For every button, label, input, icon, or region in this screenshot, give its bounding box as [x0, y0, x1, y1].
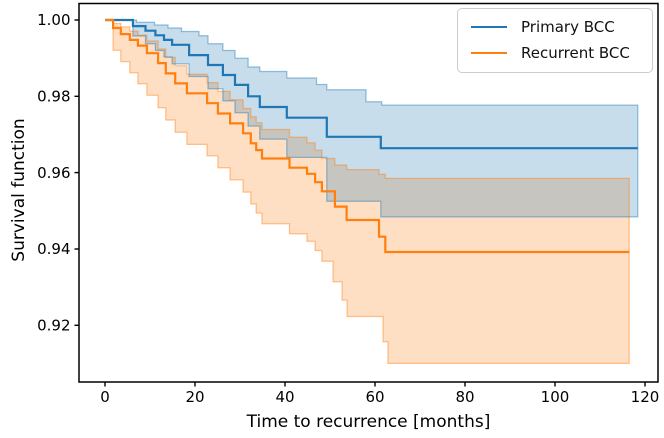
x-tick-label: 120	[631, 388, 660, 406]
legend-item-primary-bcc: Primary BCC	[458, 14, 652, 40]
x-tick-label: 20	[185, 388, 204, 406]
legend: Primary BCC Recurrent BCC	[457, 8, 653, 73]
legend-item-recurrent-bcc: Recurrent BCC	[458, 40, 652, 66]
x-tick-label: 0	[100, 388, 110, 406]
legend-label-recurrent-bcc: Recurrent BCC	[521, 44, 630, 62]
recurrent-bcc-ci-band	[105, 20, 630, 364]
y-tick-label: 0.92	[37, 317, 70, 335]
x-tick-label: 80	[455, 388, 474, 406]
x-axis-label: Time to recurrence [months]	[246, 412, 491, 432]
y-axis-label: Survival function	[9, 118, 29, 262]
plot-border	[78, 2, 659, 383]
legend-swatch-primary-bcc	[471, 26, 507, 28]
legend-label-primary-bcc: Primary BCC	[521, 18, 615, 36]
y-tick-label: 1.00	[37, 11, 70, 29]
primary-bcc-line	[105, 18, 638, 150]
recurrent-bcc-line	[105, 18, 630, 254]
y-tick-label: 0.94	[37, 240, 70, 258]
primary-bcc-ci-band	[105, 20, 638, 217]
recurrent-bcc-ci-edge	[105, 19, 630, 365]
legend-swatch-recurrent-bcc	[471, 52, 507, 54]
y-tick-label: 0.98	[37, 88, 70, 106]
y-tick-label: 0.96	[37, 164, 70, 182]
x-tick-label: 60	[365, 388, 384, 406]
x-tick-label: 100	[541, 388, 570, 406]
x-tick-label: 40	[275, 388, 294, 406]
primary-bcc-ci-edge	[105, 19, 639, 218]
